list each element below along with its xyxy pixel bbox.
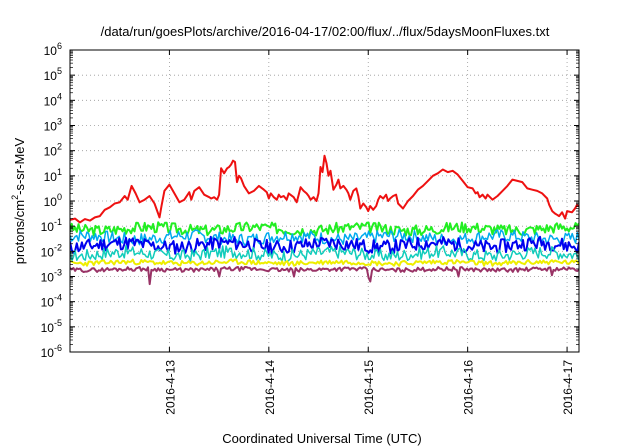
series-line-4: [70, 235, 579, 255]
y-tick-label: 10-6: [41, 343, 62, 360]
y-tick-label: 100: [44, 192, 62, 209]
series-line-7: [70, 266, 579, 286]
series-line-1: [70, 154, 579, 224]
y-tick-label: 101: [44, 167, 62, 184]
y-tick-label: 10-4: [41, 293, 62, 310]
y-tick-label: 10-3: [41, 268, 62, 285]
chart-title: /data/run/goesPlots/archive/2016-04-17/0…: [101, 24, 550, 39]
grid-lines: [70, 50, 579, 352]
x-axis-ticks: 2016-4-13 2016-4-14 2016-4-15 2016-4-16 2016…: [163, 50, 575, 415]
series-line-5: [70, 244, 579, 263]
series-line-2: [70, 221, 579, 237]
y-tick-label: 10-2: [41, 242, 62, 259]
x-axis-label: Coordinated Universal Time (UTC): [222, 431, 421, 446]
y-tick-label: 106: [44, 41, 62, 58]
series-line-3: [70, 228, 579, 247]
y-tick-label: 105: [44, 66, 62, 83]
series-line-6: [70, 258, 579, 267]
x-tick-label: 2016-4-14: [263, 360, 277, 415]
y-tick-label: 102: [44, 142, 62, 159]
x-tick-label: 2016-4-17: [561, 360, 575, 415]
x-tick-label: 2016-4-15: [362, 360, 376, 415]
y-tick-label: 103: [44, 117, 62, 134]
y-axis-label: protons/cm2-s-sr-MeV: [10, 137, 27, 264]
x-tick-label: 2016-4-13: [163, 360, 177, 415]
y-tick-label: 10-5: [41, 318, 62, 335]
y-tick-label: 10-1: [41, 217, 62, 234]
y-axis-ticks: 10-6 10-5 10-4 10-3 10-2 10-1 100 101 102 103 104 1…: [41, 41, 579, 360]
x-tick-label: 2016-4-16: [462, 360, 476, 415]
series-layer: [70, 154, 579, 286]
y-tick-label: 104: [44, 91, 62, 108]
